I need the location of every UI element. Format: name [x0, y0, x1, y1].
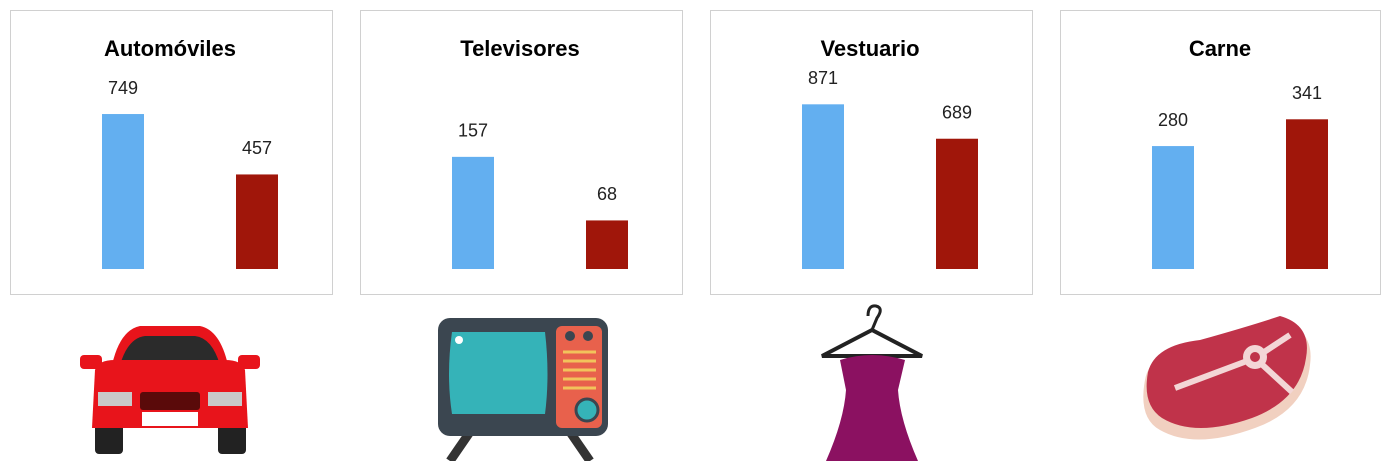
bar	[802, 104, 844, 269]
chart-title: Televisores	[460, 36, 579, 61]
bar	[586, 220, 628, 269]
data-label: 280	[1158, 110, 1188, 130]
bar	[236, 174, 278, 269]
data-label: 457	[242, 138, 272, 158]
dashboard: Automóviles 749 457 Televisores 157 68 Vestuar…	[0, 0, 1382, 461]
data-label: 157	[458, 121, 488, 141]
bar	[452, 157, 494, 269]
bar	[1152, 146, 1194, 269]
tv-icon	[438, 318, 608, 461]
meat-icon	[1143, 316, 1310, 440]
dress-icon	[822, 306, 922, 461]
bar	[936, 139, 978, 269]
data-label: 871	[808, 68, 838, 88]
data-label: 689	[942, 102, 972, 122]
chart-title: Vestuario	[820, 36, 919, 61]
data-label: 68	[597, 184, 617, 204]
chart-title: Carne	[1189, 36, 1251, 61]
data-label: 341	[1292, 83, 1322, 103]
bar	[102, 114, 144, 269]
chart-title: Automóviles	[104, 36, 236, 61]
bar	[1286, 119, 1328, 269]
car-icon	[80, 326, 260, 454]
data-label: 749	[108, 78, 138, 98]
